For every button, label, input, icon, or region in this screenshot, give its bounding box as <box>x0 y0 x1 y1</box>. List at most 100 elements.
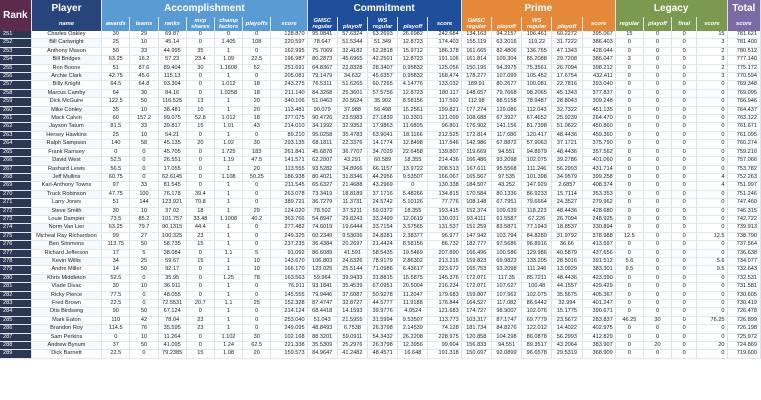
prime-score-cell: 383.907 <box>582 341 616 351</box>
legacy-playoff-cell: 0 <box>643 274 673 284</box>
total-score-cell: 751.246 <box>727 190 761 200</box>
com-gmsc-playoff-cell: 37.6087 <box>337 291 369 301</box>
ranks-cell: 79.2385 <box>158 349 187 359</box>
com-gmsc-playoff-cell: 32.4182 <box>337 47 369 57</box>
legacy-playoff-cell: 0 <box>643 55 673 65</box>
mvp-shares-cell: 30 <box>186 64 215 74</box>
awards-cell: 47.75 <box>101 190 131 200</box>
com-gmsc-playoff-cell: 19.6444 <box>337 223 369 233</box>
legacy-playoff-cell: 0 <box>643 47 673 57</box>
table-row: 284 Otis Birdsong 90 50 67.124 0 1 0 214.124 68.4… <box>0 307 761 317</box>
teams-cell: 0 <box>129 291 159 301</box>
legacy-final-cell: 0 <box>671 97 698 107</box>
com-gmsc-playoff-cell: 20.2697 <box>337 240 369 250</box>
rank-cell: 255 <box>0 64 32 74</box>
com-ws-regular-cell: 35.902 <box>367 97 399 107</box>
acc-playoffs-cell: 0 <box>242 291 272 301</box>
com-score-cell: 77.776 <box>427 198 462 208</box>
mvp-shares-cell: 23 <box>186 324 215 334</box>
acc-playoffs-cell: 18 <box>242 80 272 90</box>
com-ws-regular-cell: 26.3798 <box>367 324 399 334</box>
prime-gmsc-playoff-cell: 94.551 <box>491 341 523 351</box>
legacy-regular-cell: 0 <box>615 89 644 99</box>
com-gmsc-regular-cell: 54.8947 <box>307 215 338 225</box>
rank-cell: 274 <box>0 223 32 233</box>
champ-factors-cell: 1.1608 <box>214 64 244 74</box>
legacy-score-cell: 0 <box>696 80 728 90</box>
rank-cell: 264 <box>0 139 32 149</box>
legacy-final-cell: 0 <box>671 215 698 225</box>
table-row: 263 Hersey Hawkins 25 10 54.21 0 1 0 89.210 95.02… <box>0 131 761 141</box>
rank-cell: 277 <box>0 249 32 258</box>
legacy-playoff-cell: 0 <box>643 282 673 292</box>
acc-score-cell: 251.691 <box>270 64 308 74</box>
total-score-cell: 763.122 <box>727 114 761 124</box>
ranks-cell: 69.87 <box>158 31 187 40</box>
prime-gmsc-playoff-cell: 87.1747 <box>491 316 523 326</box>
player-cell: Frank Ramsey <box>31 148 103 158</box>
prime-score-cell: 383.301 <box>582 265 616 275</box>
com-ws-playoff-cell: 12.3956 <box>397 341 429 351</box>
acc-playoffs-cell: 40.2 <box>242 215 272 225</box>
acc-score-cell: 145.555 <box>270 291 308 301</box>
legacy-final-cell: 0 <box>671 122 698 132</box>
prime-score-cell: 431.714 <box>582 165 616 174</box>
champ-factors-cell: 1.09 <box>214 55 244 65</box>
player-cell: Archie Clark <box>31 72 103 82</box>
player-cell: David West <box>31 156 103 166</box>
acc-score-cell: 196.987 <box>270 55 308 65</box>
prime-ws-subheader: WS regular <box>521 17 553 31</box>
legacy-regular-cell: 0 <box>615 307 644 317</box>
prime-gmsc-playoff-cell: 104.298 <box>491 333 523 343</box>
prime-ws-regular-cell: 57.9063 <box>521 139 553 149</box>
mvp-shares-cell: 15 <box>186 257 215 267</box>
acc-playoffs-cell: 22.5 <box>242 55 272 65</box>
com-ws-playoff-cell: 26.2208 <box>397 333 429 343</box>
com-gmsc-regular-cell: 86.6089 <box>307 249 338 258</box>
com-score-subheader: score <box>427 17 462 31</box>
prime-ws-regular-cell: 77.1943 <box>521 223 553 233</box>
com-gmsc-playoff-cell: 9.53036 <box>337 232 369 242</box>
prime-ws-regular-cell: 119.22 <box>521 38 553 48</box>
prime-ws-regular-cell: 147.929 <box>521 181 553 191</box>
prime-gmsc-regular-cell: 176.902 <box>461 122 492 132</box>
prime-score-cell: 405.367 <box>582 291 616 301</box>
prime-score-cell: 428.044 <box>582 47 616 57</box>
player-cell: Louie Dampier <box>31 215 103 225</box>
awards-cell: 22.5 <box>101 299 131 309</box>
com-ws-regular-cell: 17.9863 <box>367 122 399 132</box>
acc-score-cell: 389.721 <box>270 198 308 208</box>
mvp-shares-cell: 0 <box>186 165 215 174</box>
legacy-regular-cell: 0 <box>615 349 644 359</box>
legacy-regular-cell: 0 <box>615 139 644 149</box>
rank-cell: 283 <box>0 299 32 309</box>
legacy-score-cell: 4 <box>696 181 728 191</box>
legacy-regular-cell: 15 <box>615 31 644 40</box>
acc-score-cell: 220.597 <box>270 38 308 48</box>
prime-score-cell: 391.512 <box>582 257 616 267</box>
teams-cell: 85.2 <box>129 215 159 225</box>
prime-gmsc-label: GMSC <box>467 17 485 24</box>
com-score-cell: 179.683 <box>427 291 462 301</box>
ranks-cell: 36.911 <box>158 282 187 292</box>
awards-cell: 97 <box>101 181 131 191</box>
legacy-final-cell: 0 <box>671 198 698 208</box>
com-ws-regular-cell: 27.1839 <box>367 114 399 124</box>
com-score-cell: 99.604 <box>427 341 462 351</box>
total-score-cell: 769.348 <box>727 80 761 90</box>
ranks-cell: 89.404 <box>158 64 187 74</box>
prime-score-cell: 428.680 <box>582 207 616 216</box>
com-ws-playoff-cell: 15.9712 <box>397 47 429 57</box>
rank-cell: 256 <box>0 72 32 82</box>
prime-ws-regular-cell: 75.3561 <box>521 64 553 74</box>
prime-gmsc-regular-cell: 164.527 <box>461 299 492 309</box>
legacy-regular-cell: 0 <box>615 47 644 57</box>
legacy-playoff-cell: 0 <box>643 156 673 166</box>
prime-gmsc-regular-cell: 148.657 <box>461 89 492 99</box>
com-gmsc-regular-cell: 45.6878 <box>307 148 338 158</box>
champ-factors-cell: 1 <box>214 97 244 107</box>
legacy-final-cell: 0 <box>671 165 698 174</box>
player-cell: Dick Barnett <box>31 349 103 359</box>
com-gmsc-regular-cell: 84.3268 <box>307 89 338 99</box>
champ-factors-cell: 1.01 <box>214 122 244 132</box>
